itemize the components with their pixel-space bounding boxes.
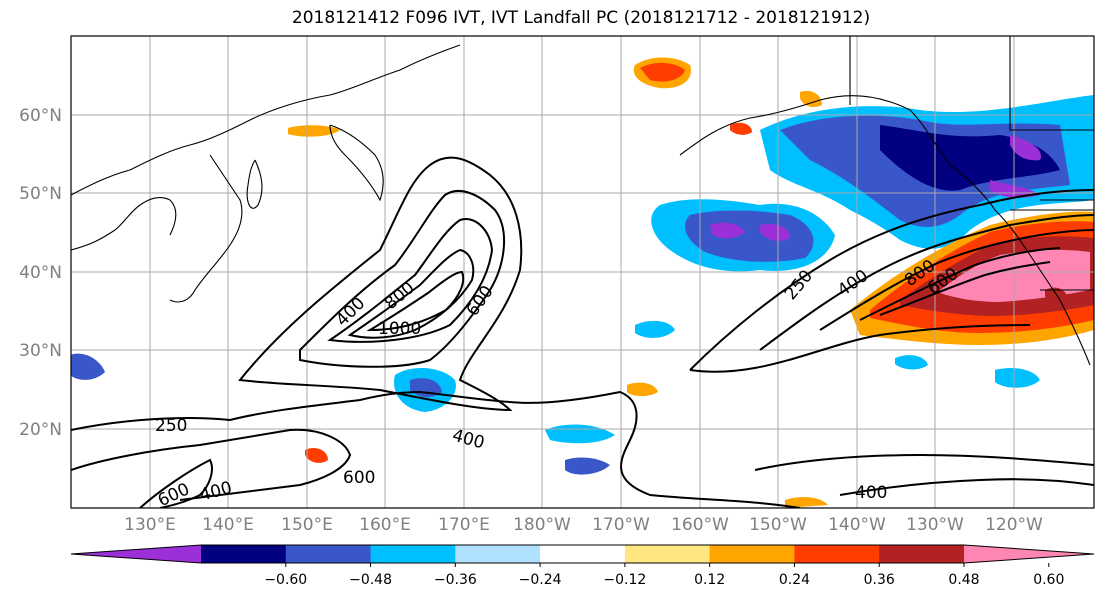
lat-label: 20°N <box>19 420 62 440</box>
pos-anomaly-region <box>640 62 685 82</box>
colorbar-tick-label: 0.36 <box>864 572 895 588</box>
contour-label: 400 <box>855 483 887 503</box>
colorbar-tick-label: 0.48 <box>948 572 979 588</box>
colorbar-outline <box>70 544 1095 564</box>
colorbar-segment <box>201 545 287 563</box>
pos-anomaly-region <box>785 497 828 508</box>
neg-anomaly-region <box>565 457 610 475</box>
neg-anomaly-region <box>895 355 928 370</box>
shaded-field <box>71 57 1094 508</box>
lon-label: 170°W <box>592 515 650 535</box>
colorbar-segment <box>879 545 965 563</box>
lon-label: 170°E <box>438 515 490 535</box>
lat-label: 30°N <box>19 341 62 361</box>
neg-anomaly-region <box>1010 135 1041 161</box>
map-frame <box>70 35 1095 509</box>
pos-anomaly-region <box>730 122 752 135</box>
lat-labels: 60°N 50°N 40°N 30°N 20°N <box>19 106 62 440</box>
colorbar-tick-label: −0.12 <box>603 572 646 588</box>
lon-label: 160°E <box>359 515 411 535</box>
neg-anomaly-region <box>760 224 790 241</box>
lon-label: 150°W <box>749 515 807 535</box>
neg-anomaly-region <box>71 353 105 380</box>
colorbar-tick-label: −0.36 <box>434 572 477 588</box>
colorbar-tick-label: −0.24 <box>519 572 562 588</box>
map-title: 2018121412 F096 IVT, IVT Landfall PC (20… <box>291 8 871 28</box>
lon-label: 130°W <box>906 515 964 535</box>
colorbar-tick-label: 0.60 <box>1033 572 1064 588</box>
lat-label: 40°N <box>19 263 62 283</box>
colorbar-segment <box>624 545 711 563</box>
lon-label: 140°E <box>202 515 254 535</box>
contour-label: 1000 <box>378 319 421 339</box>
lon-label: 160°W <box>671 515 729 535</box>
colorbar-segment <box>285 545 372 563</box>
lat-label: 60°N <box>19 106 62 126</box>
pos-anomaly-region <box>305 448 328 463</box>
colorbar-segment <box>455 545 541 563</box>
lat-label: 50°N <box>19 184 62 204</box>
neg-anomaly-region <box>635 320 675 338</box>
ivt-contours <box>71 156 1094 508</box>
lon-label: 130°E <box>124 515 176 535</box>
colorbar-tick-label: 0.24 <box>779 572 810 588</box>
colorbar-extend-min <box>71 545 201 563</box>
colorbar-tick-label: 0.12 <box>694 572 725 588</box>
coastlines <box>71 36 1094 366</box>
contour-label-group: 250 400 800 1000 600 250 400 600 800 250… <box>155 256 962 511</box>
lon-label: 140°W <box>828 515 886 535</box>
colorbar-tick-label: −0.60 <box>264 572 307 588</box>
colorbar-segment <box>540 545 626 563</box>
pos-anomaly-region <box>288 125 340 137</box>
colorbar-tick-label: −0.48 <box>349 572 392 588</box>
lon-label: 120°W <box>985 515 1043 535</box>
neg-anomaly-region <box>710 222 745 239</box>
contour-label: 250 <box>155 416 187 436</box>
pos-anomaly-region <box>627 382 658 397</box>
colorbar: −0.60 −0.48 −0.36 −0.24 −0.12 0.12 0.24 0.36 0.4… <box>70 544 1095 588</box>
lon-label: 180°W <box>513 515 571 535</box>
colorbar-segment <box>794 545 880 563</box>
graticule <box>71 36 1094 508</box>
neg-anomaly-region <box>995 368 1040 388</box>
lon-labels: 130°E 140°E 150°E 160°E 170°E 180°W 170°… <box>124 515 1043 535</box>
colorbar-extend-max <box>964 545 1094 563</box>
colorbar-segment <box>370 545 456 563</box>
lon-label: 150°E <box>281 515 333 535</box>
pos-anomaly-region <box>800 90 822 108</box>
colorbar-segment <box>709 545 795 563</box>
contour-label: 600 <box>343 468 375 488</box>
